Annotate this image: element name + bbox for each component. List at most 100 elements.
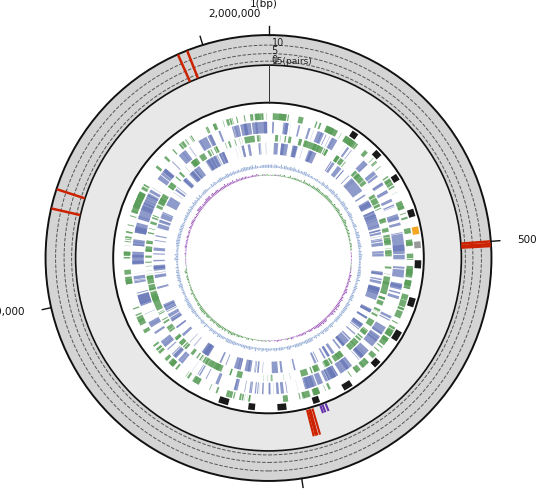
Polygon shape xyxy=(185,244,187,245)
Polygon shape xyxy=(182,224,184,226)
Polygon shape xyxy=(316,189,319,192)
Polygon shape xyxy=(317,123,322,129)
Polygon shape xyxy=(154,266,165,269)
Polygon shape xyxy=(203,190,206,193)
Polygon shape xyxy=(305,128,310,139)
Polygon shape xyxy=(284,166,285,169)
Polygon shape xyxy=(306,182,307,185)
Polygon shape xyxy=(191,308,194,311)
Polygon shape xyxy=(372,251,383,254)
Polygon shape xyxy=(404,228,411,233)
Polygon shape xyxy=(226,174,228,178)
Polygon shape xyxy=(231,182,233,184)
Polygon shape xyxy=(384,206,395,211)
Polygon shape xyxy=(346,211,349,213)
Text: 0: 0 xyxy=(272,55,278,65)
Polygon shape xyxy=(185,371,190,377)
Polygon shape xyxy=(329,358,332,364)
Polygon shape xyxy=(293,167,295,172)
Polygon shape xyxy=(321,370,328,382)
Polygon shape xyxy=(312,144,316,150)
Polygon shape xyxy=(179,228,183,230)
Polygon shape xyxy=(235,148,239,159)
Polygon shape xyxy=(314,144,321,152)
Polygon shape xyxy=(198,364,204,375)
Polygon shape xyxy=(298,393,301,399)
Polygon shape xyxy=(271,375,272,381)
Polygon shape xyxy=(141,197,157,213)
Polygon shape xyxy=(138,193,144,198)
Polygon shape xyxy=(177,248,178,249)
Polygon shape xyxy=(185,256,186,257)
Polygon shape xyxy=(313,352,318,362)
Polygon shape xyxy=(329,200,332,203)
Polygon shape xyxy=(358,270,361,272)
Polygon shape xyxy=(253,175,255,177)
Polygon shape xyxy=(194,298,197,300)
Polygon shape xyxy=(195,216,198,217)
Polygon shape xyxy=(248,144,252,156)
Polygon shape xyxy=(246,338,248,340)
Polygon shape xyxy=(294,169,296,172)
Polygon shape xyxy=(296,170,297,172)
Polygon shape xyxy=(333,156,339,162)
Polygon shape xyxy=(250,166,252,169)
Polygon shape xyxy=(220,152,229,164)
Polygon shape xyxy=(338,213,340,215)
Polygon shape xyxy=(391,232,402,235)
Polygon shape xyxy=(213,184,214,186)
Polygon shape xyxy=(188,211,191,213)
Polygon shape xyxy=(206,156,220,171)
Polygon shape xyxy=(348,236,350,237)
Polygon shape xyxy=(337,158,344,166)
Polygon shape xyxy=(265,165,266,168)
Polygon shape xyxy=(132,255,144,265)
Polygon shape xyxy=(300,334,302,336)
Polygon shape xyxy=(288,177,289,178)
Circle shape xyxy=(114,103,423,413)
Polygon shape xyxy=(292,177,294,179)
Polygon shape xyxy=(331,203,333,205)
Polygon shape xyxy=(188,227,192,229)
Polygon shape xyxy=(190,208,192,210)
Polygon shape xyxy=(245,337,246,338)
Polygon shape xyxy=(206,369,212,379)
Polygon shape xyxy=(244,337,245,338)
Polygon shape xyxy=(335,318,338,321)
Polygon shape xyxy=(255,339,256,340)
Polygon shape xyxy=(139,209,152,220)
Polygon shape xyxy=(249,338,250,339)
Polygon shape xyxy=(344,291,347,294)
Polygon shape xyxy=(335,207,338,210)
Polygon shape xyxy=(352,293,353,295)
Polygon shape xyxy=(312,144,317,151)
Polygon shape xyxy=(137,292,151,305)
Polygon shape xyxy=(357,311,367,319)
Polygon shape xyxy=(247,346,249,349)
Polygon shape xyxy=(340,357,352,370)
Polygon shape xyxy=(360,150,368,157)
Polygon shape xyxy=(127,224,134,226)
Polygon shape xyxy=(290,360,292,371)
Polygon shape xyxy=(186,276,188,278)
Polygon shape xyxy=(405,280,411,283)
Polygon shape xyxy=(151,294,159,302)
Polygon shape xyxy=(211,157,218,168)
Polygon shape xyxy=(223,337,225,340)
Polygon shape xyxy=(341,218,343,220)
Polygon shape xyxy=(228,141,231,148)
Polygon shape xyxy=(195,314,199,317)
Polygon shape xyxy=(369,279,381,284)
Polygon shape xyxy=(279,340,281,341)
Polygon shape xyxy=(301,392,305,399)
Polygon shape xyxy=(163,170,173,179)
Polygon shape xyxy=(137,293,151,304)
Polygon shape xyxy=(260,348,261,350)
Polygon shape xyxy=(357,278,359,280)
Polygon shape xyxy=(318,181,321,183)
Polygon shape xyxy=(205,200,208,203)
Polygon shape xyxy=(396,203,403,206)
Polygon shape xyxy=(255,347,257,351)
Polygon shape xyxy=(239,178,241,181)
Polygon shape xyxy=(252,347,253,349)
